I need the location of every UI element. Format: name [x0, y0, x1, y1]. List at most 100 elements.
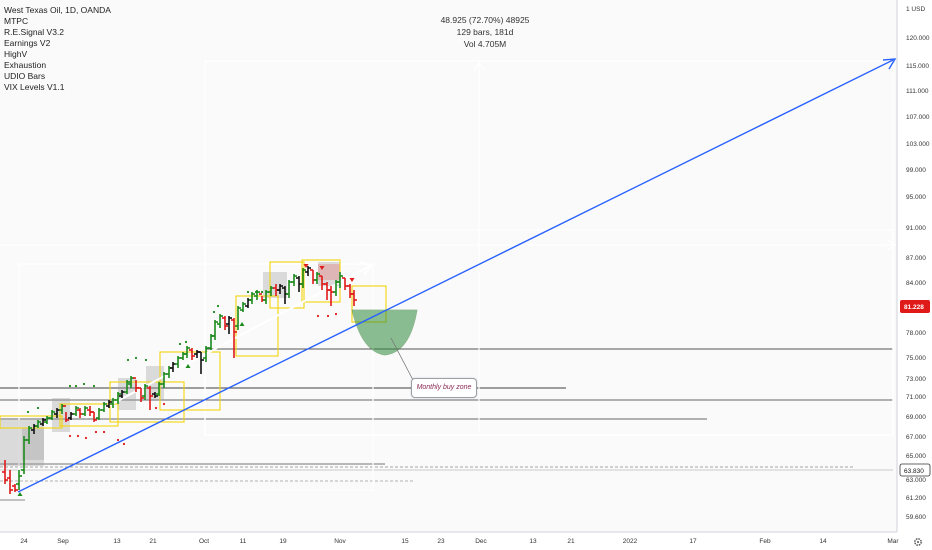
price-bar — [73, 406, 79, 416]
projection-box[interactable] — [204, 229, 894, 436]
price-bar — [142, 384, 148, 400]
price-bar — [198, 351, 204, 374]
signal-dot — [94, 430, 98, 434]
price-bar — [106, 400, 112, 408]
signal-dot — [102, 430, 106, 434]
current-price-label: 81.228 — [904, 304, 924, 311]
price-bar — [2, 460, 8, 484]
blue-trendline[interactable] — [17, 59, 894, 493]
gear-icon[interactable] — [914, 538, 922, 546]
time-axis-panel[interactable] — [0, 532, 932, 550]
indicator-exhaustion[interactable]: Exhaustion — [4, 60, 47, 70]
price-bar — [147, 386, 153, 410]
price-bar — [40, 418, 46, 426]
time-tick-label: 23 — [437, 538, 445, 545]
price-tick-label: 95.000 — [906, 194, 926, 201]
price-bar — [152, 392, 158, 398]
price-tick-label: 69.000 — [906, 414, 926, 421]
signal-dot — [134, 356, 138, 360]
signal-dot — [74, 384, 78, 388]
buy-zone-callout[interactable]: Monthly buy zone — [411, 378, 477, 398]
price-bar — [226, 316, 232, 334]
indicator-vix-levels[interactable]: VIX Levels V1.1 — [4, 82, 65, 92]
indicator-legend: West Texas Oil, 1D, OANDA MTPC R.E.Signa… — [4, 5, 111, 93]
signal-dot — [334, 312, 338, 316]
measure-readout: 48.925 (72.70%) 48925 129 bars, 181d Vol… — [420, 14, 550, 50]
price-bar — [63, 405, 69, 422]
marked-price-label: 63.830 — [904, 468, 924, 475]
price-bar — [212, 320, 218, 340]
measure-box[interactable] — [204, 60, 894, 436]
signal-dot — [216, 304, 220, 308]
price-bar — [240, 302, 246, 312]
price-tick-label: 111.000 — [906, 88, 929, 95]
price-bar — [138, 387, 144, 402]
signal-dot — [184, 340, 188, 344]
white-trend-arrow[interactable] — [85, 265, 371, 419]
yellow-highlight-box[interactable] — [269, 261, 305, 309]
time-tick-label: 11 — [240, 538, 247, 545]
signal-dot — [76, 434, 80, 438]
price-axis-unit: 1 USD — [906, 6, 925, 13]
price-bar — [49, 410, 55, 420]
time-tick-label: 21 — [149, 538, 157, 545]
price-bar — [254, 290, 260, 300]
signal-dot — [154, 406, 158, 410]
signal-triangle — [239, 322, 245, 326]
monthly-buy-zone[interactable] — [351, 309, 418, 356]
price-bar — [184, 346, 190, 358]
signal-dot — [84, 436, 88, 440]
price-bar — [26, 426, 32, 444]
indicator-udio-bars[interactable]: UDIO Bars — [4, 71, 46, 81]
trendline-arrow-head — [882, 58, 897, 70]
price-bar — [300, 268, 306, 288]
price-bar — [231, 318, 237, 358]
price-axis-panel[interactable] — [897, 0, 932, 550]
signal-dot — [212, 310, 216, 314]
shaded-zone — [52, 398, 70, 432]
signal-dot — [246, 290, 250, 294]
price-tick-label: 59.600 — [906, 514, 926, 521]
indicator-highv[interactable]: HighV — [4, 49, 28, 59]
price-bar — [277, 284, 283, 294]
measure-change: 48.925 (72.70%) 48925 — [440, 15, 530, 25]
price-bar — [291, 274, 297, 286]
measure-bars: 129 bars, 181d — [456, 27, 514, 37]
signal-dot — [116, 438, 120, 442]
signal-triangle — [349, 278, 355, 282]
price-bar — [124, 380, 130, 394]
indicator-mtpc[interactable]: MTPC — [4, 16, 29, 26]
price-tick-label: 120.000 — [906, 35, 930, 42]
marked-price-badge: 63.830 — [899, 463, 931, 477]
shaded-zone — [318, 262, 340, 286]
measure-arrow-head — [473, 61, 485, 71]
price-tick-label: 63.000 — [906, 477, 926, 484]
indicator-earnings[interactable]: Earnings V2 — [4, 38, 51, 48]
current-price-badge: 81.228 — [900, 300, 930, 313]
signal-dot — [126, 358, 130, 362]
yellow-highlight-box[interactable] — [159, 351, 221, 411]
time-tick-label: 2022 — [623, 538, 638, 545]
time-tick-label: Nov — [334, 538, 346, 545]
time-tick-label: Oct — [199, 538, 209, 545]
price-tick-label: 61.200 — [906, 495, 926, 502]
price-tick-label: 99.000 — [906, 167, 926, 174]
signal-dot — [162, 402, 166, 406]
price-bar — [189, 348, 195, 360]
yellow-highlight-box[interactable] — [59, 403, 119, 427]
signal-dot — [26, 410, 30, 414]
price-bar — [249, 292, 255, 304]
price-tick-label: 75.000 — [906, 355, 926, 362]
price-tick-label: 84.000 — [906, 280, 926, 287]
range-box[interactable] — [18, 263, 374, 491]
white-trend-arrow-head — [359, 261, 373, 276]
price-tick-label: 65.000 — [906, 453, 926, 460]
indicator-resignal[interactable]: R.E.Signal V3.2 — [4, 27, 65, 37]
price-tick-label: 73.000 — [906, 376, 926, 383]
signal-dot — [316, 314, 320, 318]
price-bar — [35, 420, 41, 428]
symbol-title[interactable]: West Texas Oil, 1D, OANDA — [4, 5, 111, 15]
time-tick-label: 24 — [20, 538, 28, 545]
